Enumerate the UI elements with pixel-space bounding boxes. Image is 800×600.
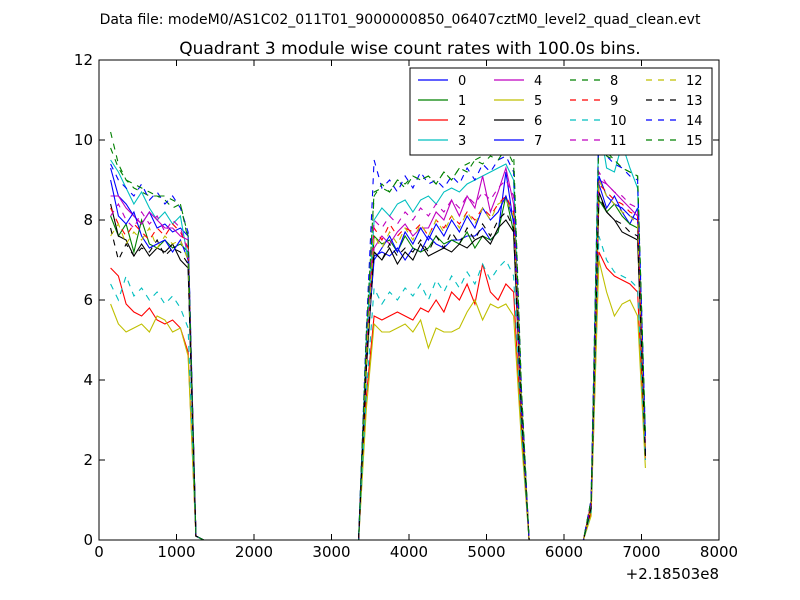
legend-label-11: 11 (610, 134, 627, 149)
legend-label-12: 12 (686, 74, 703, 89)
x-tick-label: 6000 (545, 543, 583, 561)
x-tick-label: 1000 (157, 543, 195, 561)
legend-label-9: 9 (610, 94, 618, 109)
y-tick-label: 10 (74, 131, 93, 149)
y-tick-label: 6 (83, 291, 93, 309)
series-line-5 (110, 259, 646, 540)
x-tick-label: 4000 (390, 543, 428, 561)
legend-label-0: 0 (458, 74, 466, 89)
legend-label-14: 14 (686, 114, 703, 129)
series-line-13 (110, 195, 646, 540)
legend-label-8: 8 (610, 74, 618, 89)
series-line-11 (110, 170, 646, 540)
x-tick-label: 8000 (700, 543, 738, 561)
x-tick-label: 5000 (467, 543, 505, 561)
legend-label-2: 2 (458, 114, 466, 129)
y-tick-label: 0 (83, 531, 93, 549)
plot-area (110, 119, 646, 540)
legend-label-6: 6 (534, 114, 542, 129)
y-tick-label: 4 (83, 371, 93, 389)
chart-title: Quadrant 3 module wise count rates with … (179, 39, 640, 59)
legend-label-15: 15 (686, 134, 703, 149)
legend-label-7: 7 (534, 134, 542, 149)
legend-label-5: 5 (534, 94, 542, 109)
series-line-15 (110, 135, 646, 540)
y-tick-label: 2 (83, 451, 93, 469)
legend-box (409, 67, 713, 156)
x-tick-label: 2000 (235, 543, 273, 561)
legend-label-4: 4 (534, 74, 542, 89)
x-tick-label: 7000 (622, 543, 660, 561)
series-line-10 (110, 235, 646, 540)
y-tick-label: 8 (83, 211, 93, 229)
chart-suptitle: Data file: modeM0/AS1C02_011T01_90000008… (100, 12, 701, 28)
x-offset-label: +2.18503e8 (626, 565, 719, 583)
legend-label-10: 10 (610, 114, 627, 129)
axes: 0 1000 2000 3000 4000 5000 6000 7000 80000246810… (74, 51, 738, 561)
x-tick-label: 3000 (312, 543, 350, 561)
legend-label-3: 3 (458, 134, 466, 149)
x-tick-label: 0 (94, 543, 104, 561)
legend-label-13: 13 (686, 94, 703, 109)
series-line-8 (110, 127, 646, 540)
legend-label-1: 1 (458, 94, 466, 109)
y-tick-label: 12 (74, 51, 93, 69)
